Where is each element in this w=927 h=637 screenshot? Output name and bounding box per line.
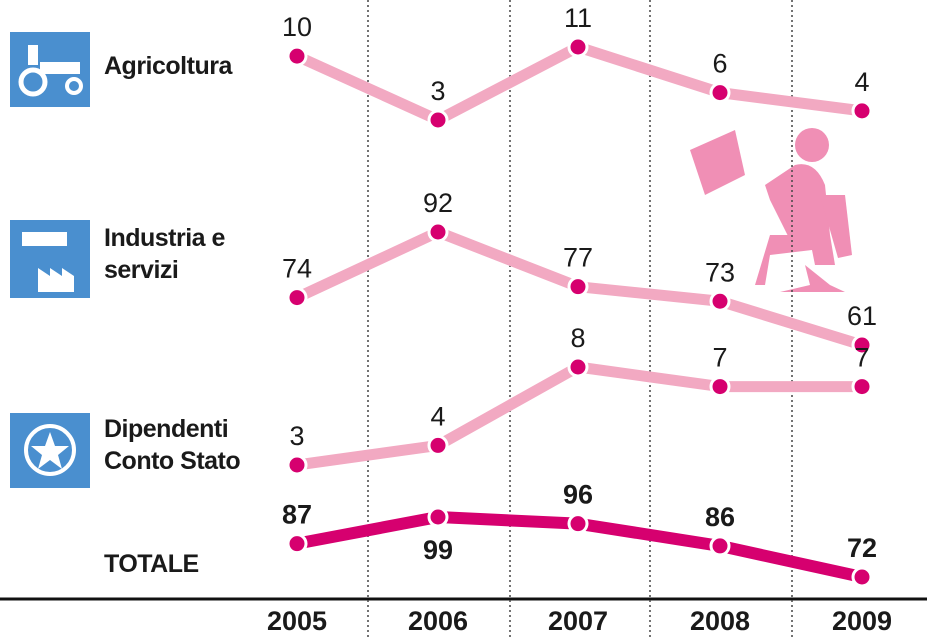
series-name: Agricoltura — [104, 52, 232, 80]
icon-tractor — [10, 32, 90, 107]
data-label: 74 — [282, 254, 312, 284]
data-point — [567, 513, 589, 535]
data-point — [709, 376, 731, 398]
series-line — [296, 361, 862, 471]
data-label: 7 — [854, 343, 869, 373]
data-point — [286, 287, 308, 309]
illustration-worker — [690, 128, 852, 292]
data-label: 7 — [712, 343, 727, 373]
data-label: 72 — [847, 533, 877, 563]
data-label: 96 — [563, 480, 593, 510]
data-point — [851, 566, 873, 588]
series-line — [294, 41, 863, 126]
data-label: 6 — [712, 49, 727, 79]
data-label: 10 — [282, 12, 312, 42]
x-tick-label: 2007 — [548, 606, 608, 636]
data-point — [567, 356, 589, 378]
icon-emblem — [10, 413, 90, 488]
data-label: 86 — [705, 502, 735, 532]
data-point — [427, 221, 449, 243]
data-label: 61 — [847, 301, 877, 331]
data-point — [427, 434, 449, 456]
data-point — [851, 100, 873, 122]
data-label: 73 — [705, 257, 735, 287]
data-point — [286, 454, 308, 476]
series-name: TOTALE — [104, 550, 199, 578]
data-point — [851, 334, 873, 356]
data-label: 87 — [282, 500, 312, 530]
data-label: 77 — [563, 243, 593, 273]
data-point — [567, 36, 589, 58]
data-point — [286, 45, 308, 67]
data-label: 99 — [423, 535, 453, 565]
x-tick-label: 2006 — [408, 606, 468, 636]
data-label: 3 — [430, 76, 445, 106]
data-label: 11 — [564, 3, 592, 33]
series-name: Dipendenti Conto Stato — [104, 415, 241, 475]
icon-industry — [10, 220, 90, 298]
data-label: 4 — [854, 67, 869, 97]
x-tick-label: 2008 — [690, 606, 750, 636]
data-point — [427, 109, 449, 131]
series-name: Industria e servizi — [104, 224, 225, 284]
x-tick-label: 2009 — [832, 606, 892, 636]
data-point — [709, 535, 731, 557]
data-point — [851, 376, 873, 398]
data-label: 92 — [423, 188, 453, 218]
x-tick-label: 2005 — [267, 606, 327, 636]
data-point — [427, 506, 449, 528]
data-label: 8 — [570, 323, 585, 353]
data-label: 3 — [289, 421, 304, 451]
data-point — [567, 276, 589, 298]
data-point — [709, 82, 731, 104]
data-point — [709, 290, 731, 312]
data-label: 4 — [430, 401, 445, 431]
data-point — [286, 533, 308, 555]
